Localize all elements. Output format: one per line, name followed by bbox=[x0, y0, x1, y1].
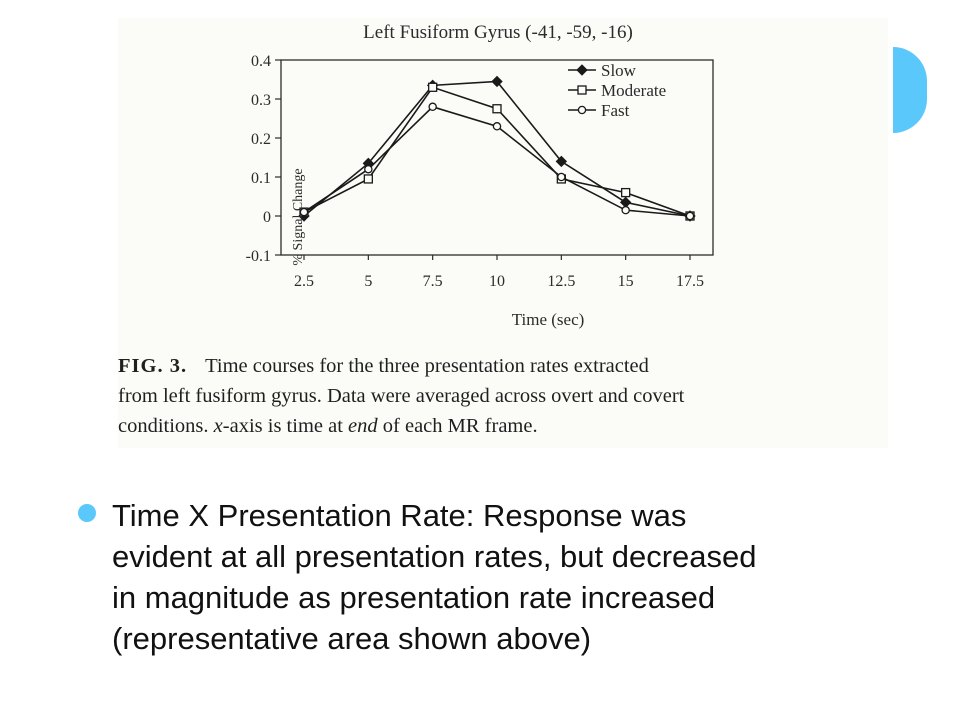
data-point-fast bbox=[621, 205, 630, 215]
decorative-side-tab bbox=[893, 47, 927, 133]
data-point-moderate bbox=[492, 104, 502, 114]
bullet-line: in magnitude as presentation rate increa… bbox=[112, 580, 716, 615]
data-point-slow bbox=[619, 196, 632, 209]
caption-x-italic: x bbox=[213, 415, 223, 437]
series-layer bbox=[298, 75, 696, 222]
x-axis-label: Time (sec) bbox=[511, 310, 585, 329]
legend-label: Fast bbox=[601, 101, 630, 120]
y-axis-ticks: 0.4 0.3 0.2 0.1 0 -0.1 bbox=[246, 53, 281, 265]
data-point-fast bbox=[685, 211, 695, 221]
y-tick-label: 0 bbox=[263, 209, 271, 226]
y-tick-label: 0.1 bbox=[251, 170, 271, 187]
bullet-line: Time X Presentation Rate: Response was bbox=[112, 498, 687, 533]
caption-line-2: from left fusiform gyrus. Data were aver… bbox=[118, 385, 685, 407]
caption-end-italic: end bbox=[348, 415, 378, 437]
y-tick-label: 0.4 bbox=[251, 53, 271, 70]
y-tick-label: 0.3 bbox=[251, 92, 271, 109]
legend-marker bbox=[576, 64, 588, 76]
bullet-line: evident at all presentation rates, but d… bbox=[112, 539, 757, 574]
caption-line-3-pre: conditions. bbox=[118, 415, 214, 437]
line-chart: 0.4 0.3 0.2 0.1 0 -0.1 2.5 5 7.5 10 12.5 15 17.5 Sl… bbox=[246, 53, 714, 290]
data-point-moderate bbox=[621, 187, 631, 198]
x-axis-ticks: 2.5 5 7.5 10 12.5 15 17.5 bbox=[294, 255, 704, 290]
data-point-fast bbox=[299, 207, 309, 217]
caption-line-1-text: Time courses for the three presentation … bbox=[205, 355, 649, 377]
data-point-moderate bbox=[363, 174, 373, 184]
data-point-moderate bbox=[428, 82, 438, 92]
caption-line-3: conditions. x-axis is time at end of eac… bbox=[118, 411, 888, 441]
data-point-slow bbox=[491, 75, 503, 88]
bullet-text: Time X Presentation Rate: Response was e… bbox=[112, 495, 912, 659]
bullet-line: (representative area shown above) bbox=[112, 621, 592, 656]
caption-line-1: FIG. 3. Time courses for the three presen… bbox=[118, 351, 888, 381]
x-tick-label: 7.5 bbox=[423, 273, 443, 290]
legend-marker bbox=[577, 85, 587, 95]
y-tick-label: 0.2 bbox=[251, 131, 271, 148]
series-moderate bbox=[299, 82, 695, 221]
x-tick-label: 2.5 bbox=[294, 273, 314, 290]
figure-image: 0.4 0.3 0.2 0.1 0 -0.1 2.5 5 7.5 10 12.5 15 17.5 Sl… bbox=[118, 18, 888, 448]
data-point-fast bbox=[557, 172, 566, 182]
x-tick-label: 5 bbox=[364, 273, 372, 290]
data-point-fast bbox=[364, 164, 373, 174]
x-tick-label: 17.5 bbox=[676, 273, 704, 290]
data-point-fast bbox=[492, 122, 502, 131]
caption-line-3-post: of each MR frame. bbox=[377, 415, 538, 437]
x-tick-label: 15 bbox=[618, 273, 634, 290]
bullet-dot-icon bbox=[78, 504, 96, 522]
y-tick-label: -0.1 bbox=[246, 248, 271, 265]
caption-fig-label: FIG. 3. bbox=[118, 355, 188, 377]
figure-caption: FIG. 3. Time courses for the three presen… bbox=[118, 351, 888, 441]
legend-marker bbox=[577, 105, 587, 115]
legend-label: Slow bbox=[601, 61, 637, 80]
x-tick-label: 12.5 bbox=[547, 273, 575, 290]
y-axis-label: % Signal Change bbox=[291, 168, 306, 266]
chart-title: Left Fusiform Gyrus (-41, -59, -16) bbox=[363, 22, 633, 43]
series-fast bbox=[299, 102, 695, 221]
data-point-slow bbox=[555, 155, 568, 168]
caption-line-3-mid: -axis is time at bbox=[222, 415, 349, 437]
x-tick-label: 10 bbox=[489, 273, 505, 290]
legend-label: Moderate bbox=[601, 81, 666, 100]
data-point-fast bbox=[428, 102, 437, 112]
series-line-slow bbox=[303, 80, 691, 217]
